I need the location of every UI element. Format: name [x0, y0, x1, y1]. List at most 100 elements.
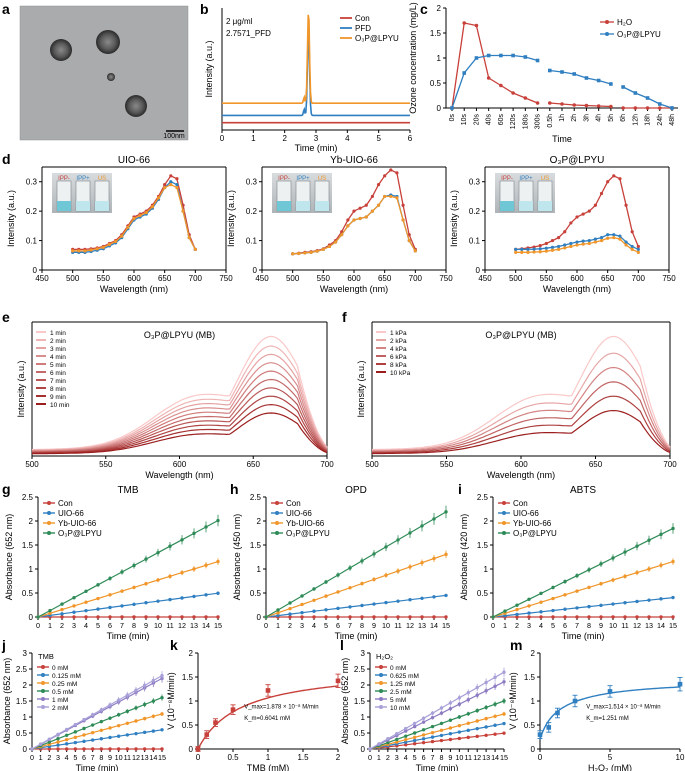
chart-l: 0 1 2 3 4 5 6 7 8 9 10 11 12 13 14 1500.511.522.53Time … [340, 649, 508, 771]
data-point [370, 209, 374, 213]
x-tick-label: 5 [608, 753, 613, 762]
chart-title: ABTS [570, 485, 596, 496]
data-point [73, 735, 78, 740]
data-point [535, 58, 540, 63]
data-point [538, 247, 542, 251]
legend-marker [41, 665, 45, 669]
data-point [321, 247, 325, 251]
y-axis-label: Absorbance (652 nm) [340, 658, 350, 745]
vial-label: IPP- [58, 176, 70, 182]
data-point [448, 732, 453, 736]
data-point [550, 245, 555, 249]
data-point [73, 722, 78, 727]
y-axis-label: Intensity (a.u.) [356, 360, 366, 417]
data-point [142, 747, 147, 751]
data-point [47, 740, 52, 744]
data-point [192, 594, 196, 599]
x-tick-label: 600 [347, 274, 361, 283]
chart-d3: 450 500 550 600 650 700 750 0 0.1 0.2 0.3 Wavelengt… [449, 155, 676, 294]
data-point [432, 556, 436, 561]
data-point [144, 557, 148, 561]
data-point [404, 734, 408, 738]
data-point [99, 737, 104, 741]
x-tick-label: 6 [108, 621, 112, 630]
data-point [430, 711, 435, 715]
data-point [108, 747, 112, 751]
chart-title: TMB [38, 652, 54, 661]
x-axis-label: Time (min) [416, 763, 459, 771]
y-tick-label: 2.5 [250, 493, 262, 502]
concentration-annotation: 2 μg/ml [226, 17, 253, 26]
x-tick-label: 1 [266, 753, 271, 762]
legend-marker [275, 521, 279, 525]
panel-letter-g: g [2, 481, 11, 497]
data-point [544, 241, 548, 246]
legend-marker [47, 501, 51, 505]
x-tick-label: 3 [56, 753, 60, 762]
data-point [466, 698, 470, 702]
x-tick-label: 0 [196, 753, 201, 762]
data-point [84, 600, 88, 604]
data-point [160, 747, 164, 751]
y-tick-label: 0.5 [524, 721, 536, 730]
data-point [303, 251, 307, 255]
vial-label: US [98, 176, 106, 182]
y-tick-label: 0.1 [246, 237, 258, 246]
data-point [377, 742, 381, 746]
data-point [132, 602, 136, 607]
data-point [421, 740, 426, 745]
nanoparticle [125, 95, 147, 117]
data-point [551, 596, 555, 601]
chart-k: 0 0.5 1 1.5 2 0 0.5 1 1.5 2 TMB (mM) V (10⁻⁸M/min) V… [166, 649, 341, 771]
data-point [659, 563, 663, 567]
x-tick-label: 1 [276, 621, 280, 630]
x-tick-label: 0.5h [547, 114, 554, 128]
data-point [532, 250, 536, 254]
x-axis-label: Wavelength (nm) [320, 284, 388, 294]
data-point [606, 180, 610, 184]
data-point [593, 240, 598, 244]
data-point [474, 56, 479, 60]
data-point [72, 604, 76, 608]
data-point [132, 615, 136, 619]
x-tick-label: 11 [394, 621, 401, 630]
data-point [555, 710, 560, 716]
data-point [160, 712, 164, 716]
x-tick-label: 0 [264, 621, 268, 630]
y-tick-label: 1 [23, 713, 28, 722]
data-point [60, 607, 64, 612]
x-tick-label: 0 [368, 753, 372, 762]
data-point [659, 597, 663, 601]
data-point [90, 730, 95, 735]
x-tick-label: 0 [538, 753, 543, 762]
series-line [372, 366, 671, 452]
x-tick-label: 7 [575, 621, 579, 630]
chart-title: O₃P@LPYU (MB) [485, 330, 556, 340]
x-tick-label: 10s [461, 114, 468, 126]
data-point [493, 723, 497, 727]
data-point [635, 570, 639, 575]
data-point [491, 615, 495, 619]
data-point [187, 236, 191, 240]
data-point [180, 570, 184, 575]
data-point [276, 613, 280, 618]
data-point [539, 615, 543, 619]
series-line [451, 22, 538, 109]
data-point [599, 562, 603, 566]
data-point [420, 524, 424, 528]
x-tick-label: 1.5 [297, 753, 309, 762]
data-point [647, 538, 651, 542]
data-point [360, 559, 364, 563]
data-point [168, 597, 172, 602]
x-tick-label: 14 [149, 753, 157, 762]
scale-bar-label: 100nm [163, 133, 185, 140]
y-axis-label: Intensity (a.u.) [226, 190, 236, 247]
data-point [107, 242, 112, 246]
legend-label: 1 min [50, 330, 66, 337]
x-axis-label: H₂O₂ (mM) [588, 763, 632, 771]
data-point [312, 587, 316, 591]
data-point [168, 544, 172, 548]
x-tick-label: 600 [514, 460, 528, 469]
series-line [32, 412, 328, 455]
data-point [448, 737, 453, 742]
